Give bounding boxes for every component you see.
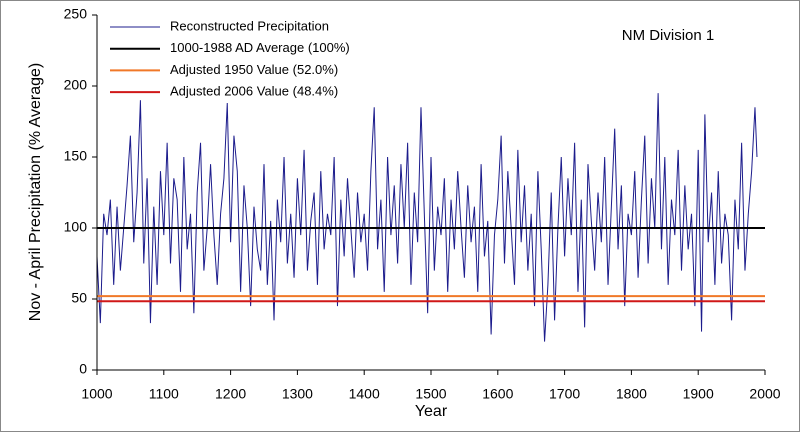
legend-label: Adjusted 1950 Value (52.0%): [170, 62, 338, 77]
x-tick-label: 1000: [81, 386, 112, 402]
y-tick-label: 50: [71, 290, 87, 306]
y-tick-label: 0: [79, 361, 87, 377]
x-axis-label: Year: [415, 403, 448, 420]
x-tick-label: 1300: [282, 386, 313, 402]
y-axis-label: Nov - April Precipitation (% Average): [27, 63, 44, 321]
legend-label: Adjusted 2006 Value (48.4%): [170, 84, 338, 99]
legend-label: Reconstructed Precipitation: [170, 18, 329, 33]
x-tick-label: 2000: [749, 386, 780, 402]
y-tick-label: 150: [64, 148, 88, 164]
legend-label: 1000-1988 AD Average (100%): [170, 40, 350, 55]
annotation: NM Division 1: [622, 27, 715, 44]
x-tick-label: 1100: [149, 386, 179, 402]
x-tick-label: 1900: [683, 386, 714, 402]
y-tick-label: 250: [64, 6, 88, 22]
x-tick-label: 1600: [482, 386, 513, 402]
x-tick-label: 1500: [415, 386, 446, 402]
x-tick-label: 1200: [215, 386, 246, 402]
y-tick-label: 100: [64, 219, 88, 235]
y-tick-label: 200: [64, 77, 88, 93]
x-tick-label: 1700: [549, 386, 580, 402]
x-tick-label: 1800: [616, 386, 647, 402]
x-tick-label: 1400: [349, 386, 380, 402]
